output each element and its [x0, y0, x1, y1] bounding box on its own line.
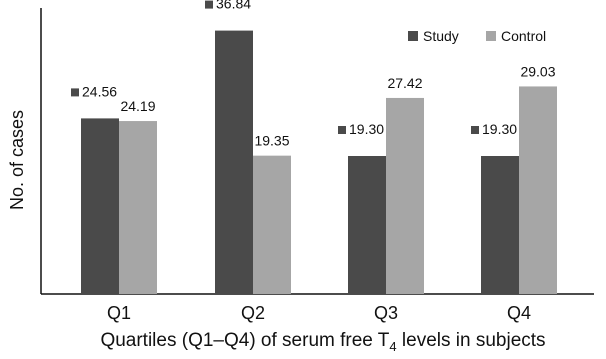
value-label-marker: [205, 0, 213, 9]
bar-group: [81, 30, 557, 295]
value-label-control-q2: 19.35: [254, 133, 289, 149]
x-tick-label-q2: Q2: [241, 303, 265, 323]
legend-swatch-study: [408, 31, 418, 41]
bar-control-q1: [119, 121, 157, 294]
legend-label-control: Control: [501, 28, 546, 44]
value-label-study-q1: 24.56: [82, 83, 117, 99]
value-label-control-q1: 24.19: [120, 98, 155, 114]
y-axis-label: No. of cases: [7, 110, 27, 210]
bar-control-q2: [253, 155, 291, 294]
value-label-study-q3: 19.30: [349, 121, 384, 137]
bar-study-q2: [215, 30, 253, 295]
legend: Study Control: [408, 28, 546, 44]
bar-study-q1: [81, 118, 119, 295]
x-tick-label-q1: Q1: [107, 303, 131, 323]
x-tick-label-q4: Q4: [507, 303, 531, 323]
value-label-study-q4: 19.30: [482, 121, 517, 137]
value-label-control-q4: 29.03: [520, 63, 555, 79]
value-label-marker: [471, 126, 479, 135]
x-axis-label-subscript: 4: [389, 338, 397, 354]
value-label-marker: [71, 88, 79, 97]
bar-study-q4: [481, 156, 519, 294]
value-label-study-q2: 36.84: [216, 0, 251, 12]
x-axis-label-prefix: Quartiles (Q1–Q4) of serum free T: [100, 330, 390, 351]
x-tick-label-group: Q1 Q2 Q3 Q4: [107, 303, 531, 323]
x-axis-label: Quartiles (Q1–Q4) of serum free T4 level…: [40, 330, 606, 354]
legend-swatch-control: [486, 31, 496, 41]
x-axis-label-suffix: levels in subjects: [396, 330, 546, 351]
bar-study-q3: [348, 156, 386, 294]
legend-label-study: Study: [423, 28, 459, 44]
value-label-marker: [338, 126, 346, 135]
value-label-control-q3: 27.42: [387, 75, 422, 91]
x-tick-label-q3: Q3: [374, 303, 398, 323]
bar-control-q4: [519, 86, 557, 294]
bar-control-q3: [386, 97, 424, 295]
